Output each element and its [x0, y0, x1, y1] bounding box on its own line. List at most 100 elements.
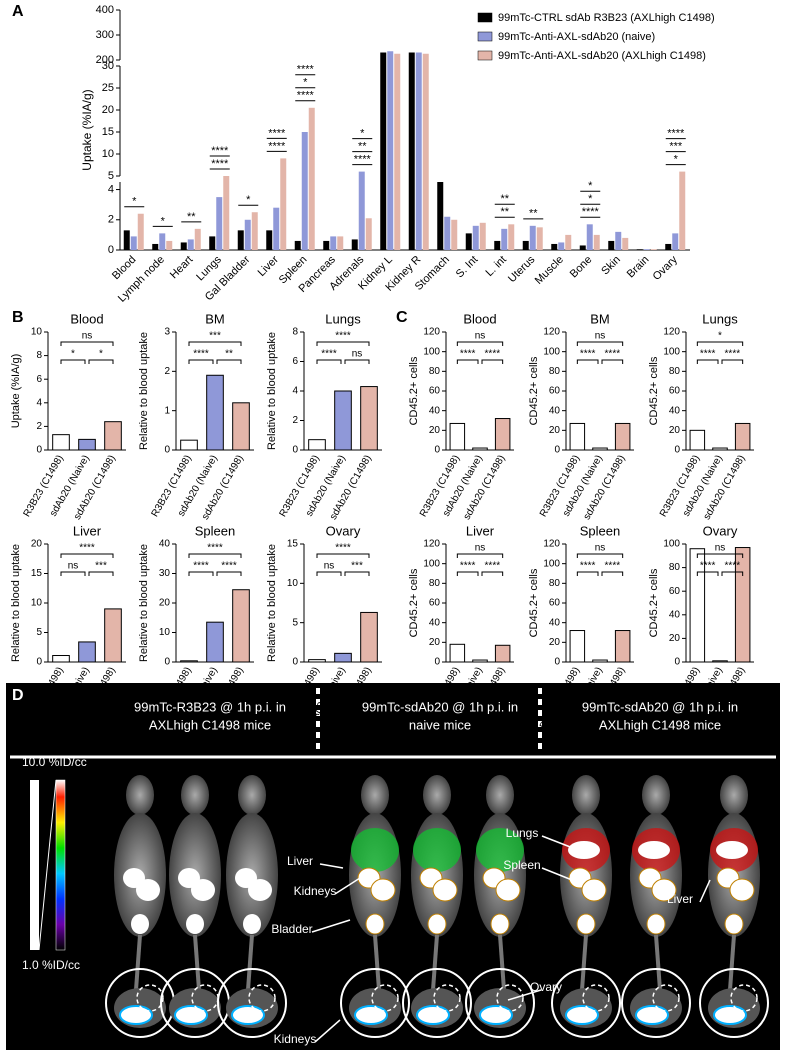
- y-tick-label: 80: [549, 366, 561, 377]
- ovary-region: [371, 984, 399, 1012]
- sig-label: ****: [460, 561, 476, 572]
- legend-swatch: [477, 50, 493, 61]
- sig-bracket: [316, 341, 370, 346]
- sig-label: ****: [354, 154, 372, 166]
- section-outline: [465, 968, 535, 1038]
- sig-label: ****: [321, 349, 337, 360]
- chart-title: Ovary: [703, 523, 738, 538]
- y-tick-label: 120: [543, 327, 560, 338]
- bar: [187, 239, 194, 250]
- sig-label: ****: [700, 561, 716, 572]
- bar: [593, 234, 600, 250]
- sig-label: *: [71, 349, 75, 360]
- mouse-tail: [193, 934, 201, 991]
- chart-title: Blood: [70, 311, 103, 326]
- annotation-arrow: [541, 867, 573, 881]
- sig-bracket: [696, 553, 744, 558]
- y-tick-label: 100: [663, 346, 680, 357]
- y-tick-label: 10: [31, 598, 43, 609]
- y-tick-label: 5: [36, 627, 42, 638]
- sig-bracket: [60, 341, 114, 346]
- bar: [712, 660, 728, 663]
- x-tick-label: Bone: [568, 254, 595, 281]
- y-tick-label: 60: [669, 386, 681, 397]
- mouse-head: [486, 775, 514, 815]
- bar: [104, 608, 122, 663]
- y-tick-label: 80: [669, 366, 681, 377]
- sig-label: *: [132, 196, 137, 208]
- y-tick-label: 15: [102, 126, 114, 138]
- sig-label: ****: [667, 128, 685, 140]
- bar: [586, 224, 593, 250]
- sig-label: ***: [351, 561, 363, 572]
- bar: [358, 171, 365, 250]
- sig-label: ****: [335, 543, 351, 554]
- section-outline: [217, 968, 287, 1038]
- y-tick-label: 25: [102, 82, 114, 94]
- y-tick-label: 120: [543, 539, 560, 550]
- bar: [123, 230, 130, 250]
- sig-bracket: [316, 553, 370, 558]
- bladder: [490, 913, 510, 935]
- y-tick-label: 10: [31, 327, 43, 338]
- liver: [638, 841, 670, 859]
- y-tick-label: 3: [164, 327, 170, 338]
- chart-title: Ovary: [326, 523, 361, 538]
- sig-label: ****: [580, 349, 596, 360]
- panel-label: A: [12, 3, 24, 20]
- y-tick-label: 0: [434, 657, 440, 668]
- sig-bracket: [696, 359, 719, 364]
- chart-title: BM: [205, 311, 225, 326]
- annotation: Liver: [287, 854, 313, 868]
- y-tick-label: 120: [663, 327, 680, 338]
- imaging-header: 99mTc-sdAb20 @ 1h p.i. in: [362, 699, 518, 714]
- scale-bar: [30, 780, 39, 950]
- kidney: [248, 879, 272, 901]
- y-tick-label: 40: [429, 405, 441, 416]
- y-tick-label: 0: [36, 657, 42, 668]
- mouse-head: [361, 775, 389, 815]
- bar: [408, 52, 415, 250]
- y-tick-label: 60: [549, 598, 561, 609]
- mouse-tail: [498, 934, 506, 991]
- legend-label: 99mTc-CTRL sdAb R3B23 (AXLhigh C1498): [498, 12, 715, 24]
- sig-label: ****: [485, 561, 501, 572]
- bar: [579, 245, 586, 250]
- y-tick-label: 60: [429, 386, 441, 397]
- bar: [665, 243, 672, 250]
- bar: [569, 422, 586, 451]
- mouse-tail: [431, 934, 439, 991]
- sig-bracket: [576, 553, 624, 558]
- bar: [522, 240, 529, 250]
- bar: [273, 207, 280, 250]
- sig-label: *: [718, 331, 722, 342]
- scale-label: 10.0 %ID/cc: [22, 755, 87, 769]
- sig-bracket: [88, 571, 114, 576]
- sig-label: ns: [595, 543, 606, 554]
- bar: [472, 447, 488, 451]
- y-tick-label: 0: [434, 445, 440, 456]
- bar: [380, 52, 387, 250]
- sig-bracket: [576, 341, 624, 346]
- bar: [251, 212, 258, 250]
- y-tick-label: 6: [292, 356, 298, 367]
- bar: [232, 589, 250, 663]
- ovary-region: [248, 984, 276, 1012]
- mouse-head: [126, 775, 154, 815]
- y-tick-label: 2: [292, 415, 298, 426]
- y-tick-label: 8: [292, 327, 298, 338]
- y-tick-label: 80: [549, 578, 561, 589]
- sig-bracket: [188, 553, 242, 558]
- y-tick-label: 40: [159, 539, 171, 550]
- y-tick-label: 80: [429, 578, 441, 589]
- sig-label: *: [303, 77, 308, 89]
- annotation-arrow: [334, 877, 361, 895]
- section-kidneys: [713, 1005, 747, 1025]
- bar: [232, 402, 250, 451]
- scale-label: 1.0 %ID/cc: [22, 958, 80, 972]
- uptake: [476, 828, 524, 872]
- annotation-arrow: [541, 835, 579, 851]
- sig-label: **: [358, 141, 367, 153]
- sig-label: *: [99, 349, 103, 360]
